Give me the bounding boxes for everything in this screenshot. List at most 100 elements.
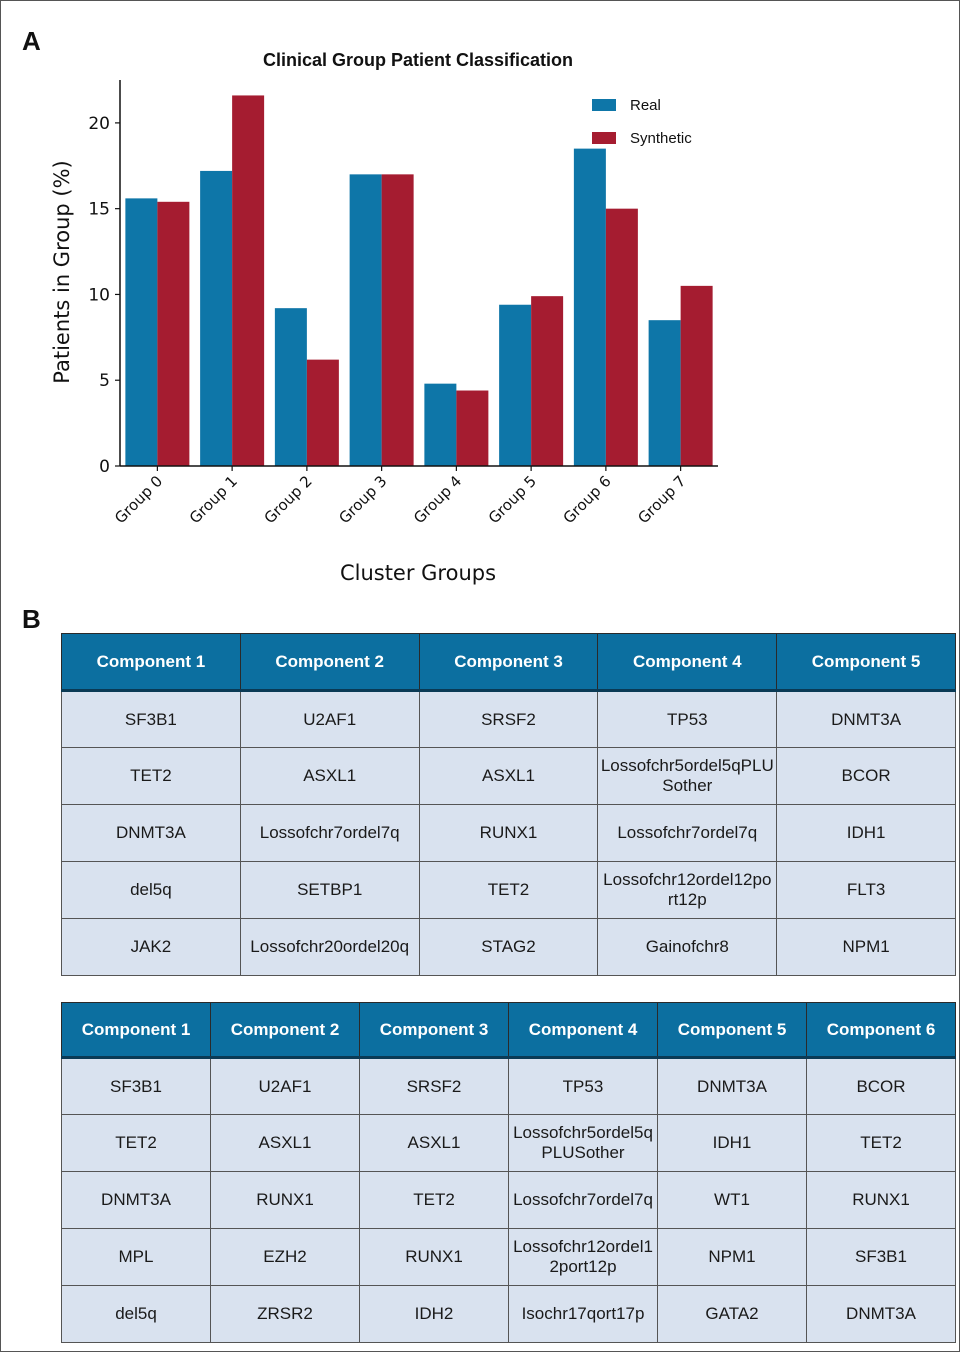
column-header-2: Component 2 — [210, 1002, 360, 1059]
table-cell: ASXL1 — [418, 747, 599, 805]
table-cell: del5q — [61, 861, 241, 919]
table-cell: Isochr17qort17p — [508, 1285, 658, 1343]
x-tick-label: Group 6 — [560, 472, 615, 527]
components-table-1: Component 1 Component 2 Component 3 Compone… — [61, 633, 956, 976]
table-cell: SF3B1 — [61, 690, 241, 748]
bar-real-group-4 — [424, 383, 457, 466]
y-tick-label: 20 — [88, 114, 110, 134]
legend-label-synthetic: Synthetic — [630, 130, 692, 147]
table-cell: Lossofchr7ordel7q — [508, 1171, 658, 1229]
table-cell: BCOR — [776, 747, 956, 805]
bar-real-group-1 — [200, 170, 233, 466]
y-tick-label: 5 — [99, 371, 110, 391]
table-row: JAK2 Lossofchr20ordel20q STAG2 Gainofchr8 NP… — [61, 918, 956, 976]
bar-real-group-0 — [125, 198, 158, 466]
table-cell: GATA2 — [657, 1285, 807, 1343]
table-cell: IDH1 — [776, 804, 956, 862]
x-tick-label: Group 5 — [485, 472, 540, 527]
table-cell: Lossofchr12ordel12port12p — [597, 861, 778, 919]
table-cell: TET2 — [418, 861, 599, 919]
bar-real-group-6 — [573, 148, 606, 466]
table-row: TET2 ASXL1 ASXL1 Lossofchr5ordel5qPLUSother… — [61, 1114, 956, 1172]
table-cell: IDH2 — [359, 1285, 509, 1343]
bar-synthetic-group-2 — [306, 359, 339, 466]
table-cell: BCOR — [806, 1057, 956, 1115]
table-cell: NPM1 — [657, 1228, 807, 1286]
table-cell: RUNX1 — [418, 804, 599, 862]
table-row: DNMT3A Lossofchr7ordel7q RUNX1 Lossofchr7or… — [61, 804, 956, 862]
table-row: del5q SETBP1 TET2 Lossofchr12ordel12port12p… — [61, 861, 956, 919]
table-cell: Lossofchr5ordel5qPLUSother — [508, 1114, 658, 1172]
bar-synthetic-group-4 — [456, 390, 489, 466]
table-cell: TET2 — [61, 1114, 211, 1172]
table-cell: SF3B1 — [61, 1057, 211, 1115]
table-cell: del5q — [61, 1285, 211, 1343]
bar-synthetic-group-5 — [531, 296, 564, 466]
legend-swatch-real — [592, 99, 616, 111]
table-cell: RUNX1 — [806, 1171, 956, 1229]
table-cell: U2AF1 — [210, 1057, 360, 1115]
table-cell: TET2 — [359, 1171, 509, 1229]
table-cell: TET2 — [61, 747, 241, 805]
table-row: DNMT3A RUNX1 TET2 Lossofchr7ordel7q WT1 RUNX1 — [61, 1171, 956, 1229]
column-header-6: Component 6 — [806, 1002, 956, 1059]
table-cell: Lossofchr5ordel5qPLUSother — [597, 747, 778, 805]
column-header-4: Component 4 — [508, 1002, 658, 1059]
x-tick-label: Group 1 — [186, 472, 241, 527]
x-tick-label: Group 7 — [634, 472, 689, 527]
bar-real-group-7 — [648, 320, 681, 466]
table-cell: ZRSR2 — [210, 1285, 360, 1343]
table-row: SF3B1 U2AF1 SRSF2 TP53 DNMT3A — [61, 690, 956, 748]
y-axis-title: Patients in Group (%) — [50, 160, 74, 384]
panel-b-label: B — [22, 604, 41, 634]
bar-synthetic-group-3 — [381, 174, 414, 466]
bar-real-group-3 — [349, 174, 382, 466]
table-cell: TP53 — [597, 690, 778, 748]
table-row: SF3B1 U2AF1 SRSF2 TP53 DNMT3A BCOR — [61, 1057, 956, 1115]
table-cell: NPM1 — [776, 918, 956, 976]
panel-a-label: A — [22, 26, 41, 56]
x-tick-label: Group 3 — [335, 472, 390, 527]
bars-group — [125, 95, 713, 466]
table-row: MPL EZH2 RUNX1 Lossofchr12ordel12port12p NPM… — [61, 1228, 956, 1286]
table-row: del5q ZRSR2 IDH2 Isochr17qort17p GATA2 DNMT3A — [61, 1285, 956, 1343]
table-cell: RUNX1 — [359, 1228, 509, 1286]
y-tick-label: 0 — [99, 457, 110, 477]
legend: Real Synthetic — [592, 97, 692, 147]
table-cell: IDH1 — [657, 1114, 807, 1172]
table-cell: U2AF1 — [239, 690, 420, 748]
x-tick-label: Group 0 — [111, 472, 166, 527]
table-cell: TET2 — [806, 1114, 956, 1172]
table-cell: Gainofchr8 — [597, 918, 778, 976]
x-tick-label: Group 4 — [410, 472, 465, 527]
table-cell: DNMT3A — [806, 1285, 956, 1343]
bar-synthetic-group-7 — [680, 285, 713, 466]
table-cell: JAK2 — [61, 918, 241, 976]
table-cell: WT1 — [657, 1171, 807, 1229]
column-header-3: Component 3 — [418, 633, 599, 692]
column-header-1: Component 1 — [61, 633, 241, 692]
chart-title: Clinical Group Patient Classification — [263, 50, 573, 70]
table-cell: FLT3 — [776, 861, 956, 919]
y-tick-label: 15 — [88, 200, 110, 220]
table-cell: SF3B1 — [806, 1228, 956, 1286]
table-cell: SRSF2 — [359, 1057, 509, 1115]
table-cell: DNMT3A — [61, 804, 241, 862]
table-cell: ASXL1 — [210, 1114, 360, 1172]
table-cell: SETBP1 — [239, 861, 420, 919]
table-cell: Lossofchr12ordel12port12p — [508, 1228, 658, 1286]
table-cell: Lossofchr20ordel20q — [239, 918, 420, 976]
legend-swatch-synthetic — [592, 132, 616, 144]
table-cell: MPL — [61, 1228, 211, 1286]
bar-chart: Clinical Group Patient Classification Gr… — [50, 50, 718, 585]
table-header-row: Component 1 Component 2 Component 3 Compone… — [61, 1002, 956, 1059]
table-cell: TP53 — [508, 1057, 658, 1115]
table-cell: EZH2 — [210, 1228, 360, 1286]
column-header-5: Component 5 — [657, 1002, 807, 1059]
table-cell: SRSF2 — [418, 690, 599, 748]
column-header-5: Component 5 — [776, 633, 956, 692]
components-table-2: Component 1 Component 2 Component 3 Compone… — [61, 1002, 956, 1343]
table-header-row: Component 1 Component 2 Component 3 Compone… — [61, 633, 956, 692]
table-cell: ASXL1 — [239, 747, 420, 805]
column-header-3: Component 3 — [359, 1002, 509, 1059]
